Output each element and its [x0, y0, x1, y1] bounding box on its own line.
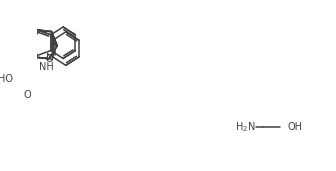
Text: O: O	[24, 90, 32, 100]
Text: H$_2$N: H$_2$N	[235, 120, 255, 134]
Text: OH: OH	[287, 122, 302, 132]
Text: HO: HO	[0, 74, 13, 84]
Text: NH: NH	[39, 62, 54, 72]
Text: O: O	[45, 54, 53, 64]
Text: N: N	[46, 53, 53, 63]
